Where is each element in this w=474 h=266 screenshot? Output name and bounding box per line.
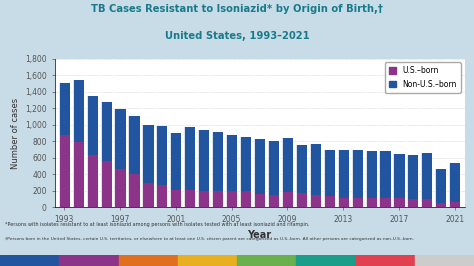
- Bar: [198, 130, 210, 191]
- Bar: [212, 191, 223, 207]
- Bar: [226, 191, 237, 207]
- Bar: [184, 190, 195, 207]
- Bar: [128, 116, 139, 174]
- Bar: [421, 153, 432, 199]
- Bar: [337, 198, 349, 207]
- Text: †Persons born in the United States, certain U.S. territories, or elsewhere to at: †Persons born in the United States, cert…: [5, 237, 414, 241]
- Bar: [324, 196, 335, 207]
- Text: *Persons with isolates resistant to at least isoniazid among persons with isolat: *Persons with isolates resistant to at l…: [5, 222, 309, 227]
- Bar: [100, 161, 112, 207]
- Bar: [296, 255, 356, 266]
- Bar: [310, 144, 321, 195]
- Bar: [393, 198, 404, 207]
- Bar: [380, 151, 391, 198]
- Bar: [184, 127, 195, 190]
- Bar: [226, 135, 237, 191]
- Bar: [352, 198, 363, 207]
- Bar: [156, 185, 167, 207]
- Bar: [73, 142, 84, 207]
- Bar: [142, 184, 154, 207]
- Bar: [380, 198, 391, 207]
- Bar: [415, 255, 474, 266]
- Legend: U.S.–born, Non-U.S.–born: U.S.–born, Non-U.S.–born: [385, 62, 461, 93]
- Bar: [365, 198, 377, 207]
- Bar: [178, 255, 237, 266]
- Bar: [393, 154, 404, 198]
- Bar: [352, 150, 363, 198]
- Bar: [268, 141, 279, 195]
- X-axis label: Year: Year: [247, 230, 272, 240]
- Bar: [254, 194, 265, 207]
- Bar: [449, 163, 460, 202]
- Bar: [0, 255, 59, 266]
- Bar: [87, 96, 98, 155]
- Bar: [59, 82, 70, 135]
- Bar: [115, 169, 126, 207]
- Bar: [449, 202, 460, 207]
- Bar: [365, 151, 377, 198]
- Bar: [254, 139, 265, 194]
- Bar: [212, 132, 223, 191]
- Bar: [100, 102, 112, 161]
- Bar: [337, 150, 349, 198]
- Bar: [73, 80, 84, 142]
- Y-axis label: Number of cases: Number of cases: [10, 97, 19, 169]
- Bar: [282, 192, 293, 207]
- Bar: [240, 137, 251, 191]
- Bar: [407, 199, 419, 207]
- Bar: [198, 191, 210, 207]
- Bar: [435, 169, 447, 203]
- Bar: [282, 138, 293, 192]
- Bar: [407, 155, 419, 199]
- Bar: [118, 255, 178, 266]
- Bar: [170, 190, 182, 207]
- Bar: [435, 203, 447, 207]
- Text: United States, 1993–2021: United States, 1993–2021: [164, 31, 310, 41]
- Bar: [268, 195, 279, 207]
- Bar: [421, 199, 432, 207]
- Bar: [237, 255, 296, 266]
- Bar: [296, 193, 307, 207]
- Bar: [296, 146, 307, 193]
- Bar: [59, 135, 70, 207]
- Bar: [324, 150, 335, 196]
- Bar: [170, 132, 182, 190]
- Bar: [156, 126, 167, 185]
- Bar: [142, 125, 154, 184]
- Text: TB Cases Resistant to Isoniazid* by Origin of Birth,†: TB Cases Resistant to Isoniazid* by Orig…: [91, 4, 383, 14]
- Bar: [356, 255, 415, 266]
- Bar: [115, 109, 126, 169]
- Bar: [240, 191, 251, 207]
- Bar: [310, 195, 321, 207]
- Bar: [59, 255, 118, 266]
- Bar: [87, 155, 98, 207]
- Bar: [128, 174, 139, 207]
